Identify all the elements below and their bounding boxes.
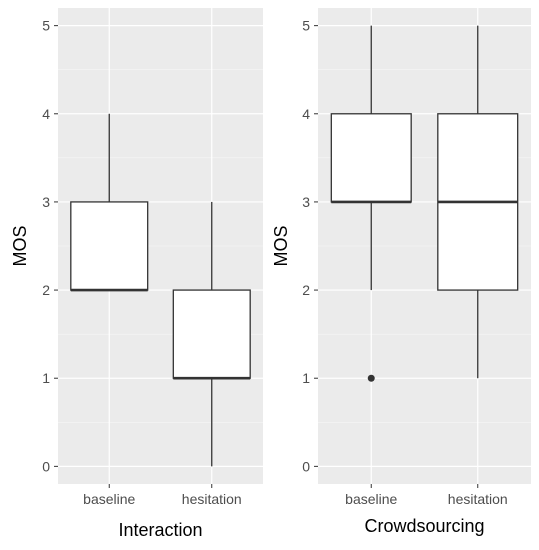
y-tick-label: 1 [302,370,310,386]
x-tick-label: baseline [83,491,135,507]
x-axis-title: Crowdsourcing [364,516,484,536]
left-chart: 0 1 2 3 4 5 baseline hesitation Interaction MO… [10,8,263,540]
y-axis-title: MOS [10,225,30,266]
y-tick-label: 1 [42,370,50,386]
y-tick-label: 5 [42,18,50,34]
y-axis-ticks: 0 1 2 3 4 5 [42,18,58,474]
x-axis-ticks: baseline hesitation [345,484,508,507]
box-iqr [330,113,412,203]
box-baseline [70,113,149,292]
x-tick-label: hesitation [182,491,242,507]
y-tick-label: 5 [302,18,310,34]
x-tick-label: hesitation [448,491,508,507]
y-tick-label: 0 [42,458,50,474]
y-axis-ticks: 0 1 2 3 4 5 [302,18,318,474]
y-tick-label: 2 [302,282,310,298]
box-baseline [330,25,412,382]
y-tick-label: 4 [302,106,310,122]
box-iqr [70,201,149,291]
outlier-point [367,374,375,382]
box-hesitation [437,25,519,379]
y-tick-label: 3 [302,194,310,210]
y-tick-label: 4 [42,106,50,122]
y-tick-label: 3 [42,194,50,210]
box-series [330,25,519,382]
box-iqr [172,289,251,379]
y-tick-label: 2 [42,282,50,298]
box-hesitation [172,201,251,467]
y-tick-label: 0 [302,458,310,474]
x-axis-ticks: baseline hesitation [83,484,242,507]
x-tick-label: baseline [345,491,397,507]
y-axis-title: MOS [271,225,291,266]
box-series [70,113,251,467]
x-axis-title: Interaction [118,520,202,540]
